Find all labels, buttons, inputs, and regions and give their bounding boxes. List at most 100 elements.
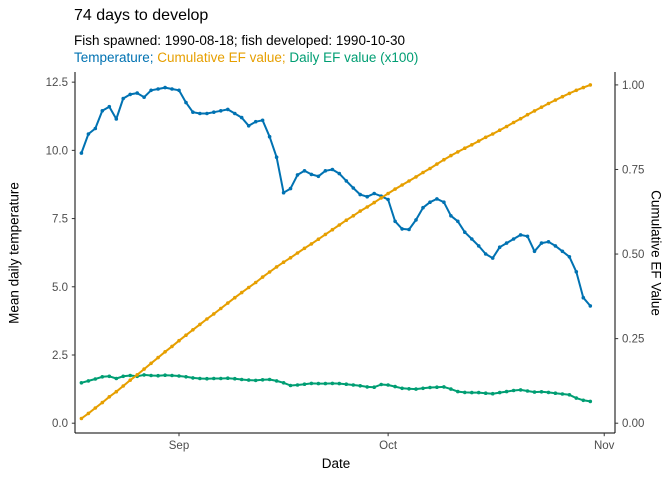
- cumulative-ef-value-point: [205, 317, 209, 321]
- cumulative-ef-value-point: [149, 361, 153, 366]
- daily-ef-value-x100-point: [205, 376, 209, 381]
- daily-ef-value-x100-point: [239, 377, 244, 382]
- daily-ef-value-x100-point: [233, 376, 237, 381]
- daily-ef-value-x100-point: [337, 381, 342, 386]
- temperature-point: [267, 134, 272, 139]
- temperature-point: [532, 249, 537, 254]
- temperature-point: [198, 111, 202, 116]
- daily-ef-value-x100-point: [302, 382, 307, 387]
- x-tick-label: Sep: [169, 440, 189, 452]
- cumulative-ef-value-point: [588, 83, 593, 87]
- cumulative-ef-value-point: [184, 333, 188, 338]
- cumulative-ef-value-point: [177, 338, 181, 343]
- cumulative-ef-value-point: [386, 191, 390, 196]
- cumulative-ef-value-point: [135, 373, 139, 377]
- daily-ef-value-x100-point: [532, 390, 537, 394]
- temperature-point: [274, 155, 279, 159]
- temperature-point: [107, 104, 112, 109]
- daily-ef-value-x100-point: [567, 393, 572, 397]
- cumulative-ef-value-point: [560, 94, 565, 99]
- y-right-tick-label: 0.50: [622, 249, 644, 261]
- cumulative-ef-value-point: [421, 170, 425, 175]
- temperature-point: [212, 110, 216, 114]
- cumulative-ef-value-point: [344, 218, 349, 222]
- daily-ef-value-x100-point: [114, 376, 119, 381]
- daily-ef-value-x100-point: [560, 392, 565, 396]
- temperature-point: [525, 234, 530, 239]
- daily-ef-value-x100-point: [184, 375, 188, 379]
- cumulative-ef-value-point: [574, 88, 579, 93]
- temperature-point: [497, 245, 502, 249]
- cumulative-ef-value-point: [93, 406, 98, 410]
- temperature-point: [309, 172, 314, 177]
- daily-ef-value-x100-point: [358, 384, 363, 388]
- temperature-point: [386, 197, 390, 202]
- cumulative-ef-value-point: [212, 312, 216, 316]
- cumulative-ef-value-point: [267, 270, 272, 274]
- daily-ef-value-x100-point: [253, 378, 258, 383]
- cumulative-ef-value-point: [567, 91, 572, 96]
- y-axis-left-ticks: 0.0 2.5 5.0 7.5 10.0 12.5: [46, 77, 75, 430]
- cumulative-ef-value-point: [79, 416, 84, 421]
- cumulative-ef-value-point: [504, 124, 509, 129]
- cumulative-ef-value-point: [414, 175, 418, 179]
- daily-ef-value-x100-point: [156, 373, 160, 378]
- cumulative-ef-value-point: [239, 290, 244, 295]
- temperature-point: [114, 117, 119, 121]
- cumulative-ef-value-point: [372, 200, 377, 205]
- x-axis-ticks: Sep Oct Nov: [169, 433, 615, 452]
- daily-ef-value-x100-point: [351, 383, 356, 387]
- cumulative-ef-value-point: [281, 260, 286, 265]
- daily-ef-value-x100-point: [288, 383, 293, 388]
- cumulative-ef-value-point: [309, 242, 314, 246]
- y-right-tick-label: 0.25: [622, 334, 644, 346]
- temperature-point: [288, 186, 293, 191]
- cumulative-ef-value-point: [323, 232, 328, 237]
- cumulative-ef-value-point: [490, 132, 495, 136]
- cumulative-ef-value-point: [553, 98, 558, 102]
- daily-ef-value-x100-point: [539, 390, 544, 394]
- cumulative-ef-value-point: [253, 280, 258, 285]
- y-left-tick-label: 7.5: [52, 214, 68, 226]
- temperature-point: [483, 252, 488, 256]
- temperature-point: [518, 233, 523, 237]
- cumulative-ef-value-point: [86, 411, 91, 416]
- cumulative-ef-value-point: [483, 135, 488, 140]
- cumulative-ef-value-point: [337, 223, 342, 227]
- cumulative-ef-value-point: [288, 255, 293, 260]
- daily-ef-value-x100-point: [476, 390, 481, 395]
- temperature-point: [100, 109, 105, 113]
- y-left-tick-label: 12.5: [46, 77, 68, 89]
- legend-item-temperature: Temperature;: [74, 50, 158, 65]
- daily-ef-value-x100-point: [149, 373, 153, 378]
- temperature-point: [226, 107, 230, 112]
- temperature-point: [358, 192, 363, 197]
- cumulative-ef-value-point: [246, 285, 251, 290]
- daily-ef-value-x100-point: [414, 387, 418, 391]
- cumulative-ef-value-point: [365, 205, 370, 209]
- cumulative-ef-value-series: [79, 83, 593, 421]
- cumulative-ef-value-point: [114, 389, 119, 394]
- x-tick-label: Nov: [594, 440, 615, 452]
- daily-ef-value-x100-point: [323, 381, 328, 386]
- daily-ef-value-x100-point: [163, 373, 167, 378]
- temperature-point: [260, 118, 265, 123]
- temperature-point: [400, 227, 404, 231]
- cumulative-ef-value-point: [274, 265, 279, 269]
- temperature-point: [316, 174, 321, 179]
- daily-ef-value-x100-point: [490, 391, 495, 396]
- cumulative-ef-value-point: [260, 275, 265, 279]
- daily-ef-value-x100-point: [372, 385, 377, 390]
- cumulative-ef-value-point: [435, 162, 439, 166]
- temperature-point: [428, 200, 432, 204]
- daily-ef-value-x100-point: [191, 376, 195, 380]
- temperature-point: [581, 295, 586, 300]
- x-tick-label: Oct: [379, 440, 398, 452]
- cumulative-ef-value-point: [191, 328, 195, 332]
- temperature-point: [490, 256, 495, 260]
- cumulative-ef-value-point: [128, 378, 132, 383]
- temperature-point: [351, 186, 356, 190]
- daily-ef-value-x100-point: [86, 379, 91, 383]
- daily-ef-value-x100-point: [274, 379, 279, 383]
